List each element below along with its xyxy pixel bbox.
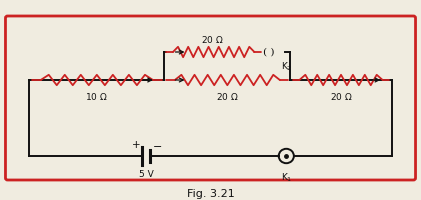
Text: 5 V: 5 V xyxy=(139,170,154,179)
Text: ( ): ( ) xyxy=(263,47,274,56)
Text: 20 $\Omega$: 20 $\Omega$ xyxy=(330,91,352,102)
Text: K$_2$: K$_2$ xyxy=(281,61,293,73)
Text: 20 $\Omega$: 20 $\Omega$ xyxy=(201,34,224,45)
Text: Fig. 3.21: Fig. 3.21 xyxy=(187,189,234,199)
Text: K$_1$: K$_1$ xyxy=(280,171,292,184)
Text: $-$: $-$ xyxy=(152,140,162,150)
Text: 10 $\Omega$: 10 $\Omega$ xyxy=(85,91,108,102)
Text: 20 $\Omega$: 20 $\Omega$ xyxy=(216,91,239,102)
Text: +: + xyxy=(132,140,140,150)
